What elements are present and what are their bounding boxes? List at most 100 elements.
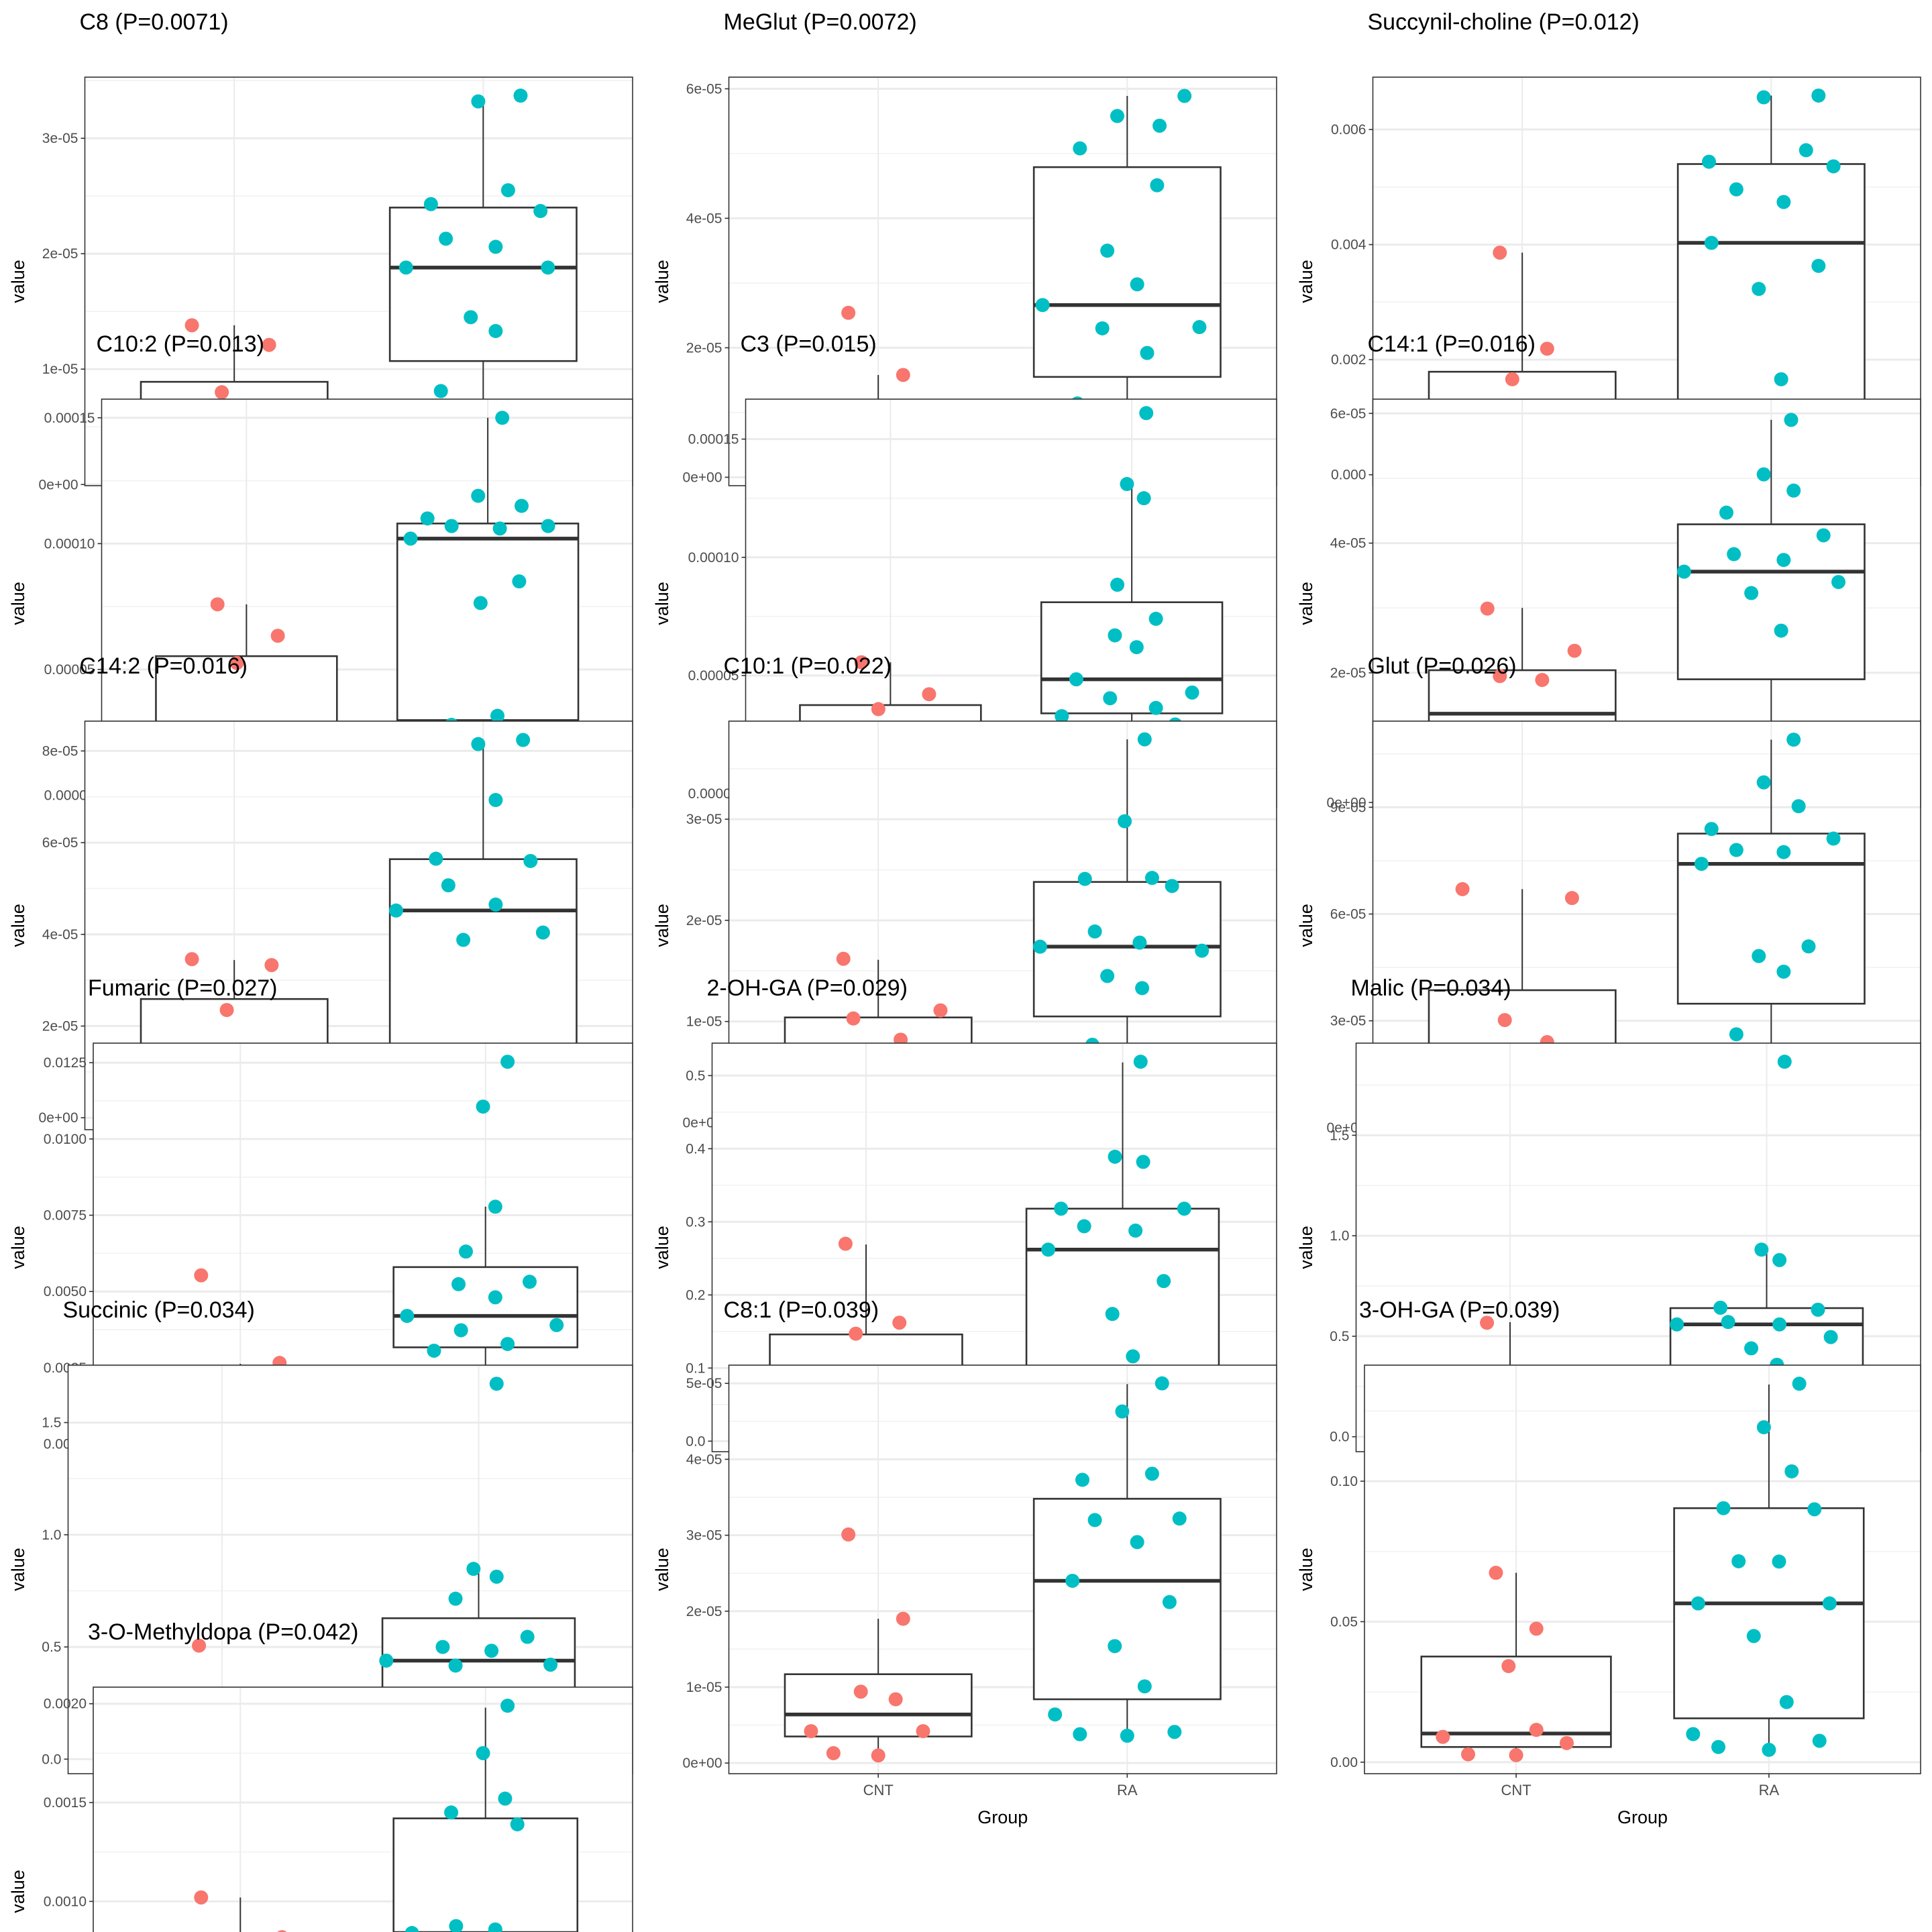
y-tick-label: 0.00000 — [44, 788, 95, 804]
y-tick-label: 8e-05 — [42, 743, 78, 759]
data-point-ra — [1152, 118, 1167, 133]
y-tick-label: 0.00010 — [688, 550, 739, 566]
y-axis-title: value — [1296, 1548, 1316, 1591]
data-point-ra — [429, 851, 443, 866]
box-ra — [1025, 1062, 1220, 1427]
data-point-ra — [1776, 964, 1791, 979]
iqr-box — [1032, 166, 1222, 378]
box-ra — [396, 417, 580, 772]
data-point-ra — [1727, 547, 1741, 561]
data-point-ra — [543, 1657, 558, 1672]
data-point-cnt — [264, 958, 279, 973]
data-point-ra — [520, 1629, 535, 1644]
y-tick-label: 0.004 — [1331, 237, 1366, 253]
data-point-ra — [1791, 799, 1806, 814]
data-point-ra — [476, 1746, 490, 1760]
data-point-ra — [489, 1569, 504, 1584]
data-point-ra — [458, 1244, 473, 1259]
data-point-ra — [1073, 1727, 1087, 1741]
iqr-box — [396, 523, 580, 721]
y-axis-title: value — [1296, 1226, 1316, 1269]
y-tick-label: 0.0 — [686, 1434, 705, 1449]
data-point-cnt — [1505, 372, 1519, 386]
data-point-cnt — [888, 1692, 903, 1707]
data-point-ra — [489, 1377, 504, 1391]
data-point-ra — [1103, 691, 1118, 706]
boxplot-panel: Succinic (P=0.034)0.00.51.01.5CNTRAGroup… — [0, 1288, 644, 1827]
data-point-cnt — [804, 1724, 818, 1739]
y-tick-label: 0e+00 — [683, 470, 722, 485]
x-axis-title: Group — [977, 1807, 1028, 1827]
data-point-cnt — [277, 1930, 287, 1932]
data-point-ra — [1075, 1472, 1090, 1487]
y-tick-label: 4e-05 — [686, 211, 722, 226]
panel-title: MeGlut (P=0.0072) — [724, 9, 917, 35]
y-axis-title: value — [1296, 904, 1316, 947]
data-point-ra — [476, 1099, 490, 1114]
data-point-ra — [1118, 814, 1132, 828]
data-point-cnt — [1480, 1316, 1495, 1330]
box-ra — [392, 1707, 579, 1932]
panel-title: C3 (P=0.015) — [741, 331, 877, 357]
y-axis-title: value — [1296, 260, 1316, 303]
x-axis-title: Group — [1617, 1807, 1668, 1827]
y-axis-title: value — [8, 1226, 28, 1269]
data-point-ra — [516, 733, 531, 747]
data-point-cnt — [854, 655, 869, 669]
data-point-cnt — [1509, 1748, 1523, 1762]
y-tick-label: 0.4 — [686, 1141, 706, 1157]
y-axis-title: value — [8, 260, 28, 303]
data-point-ra — [1704, 235, 1719, 250]
data-point-ra — [490, 708, 505, 723]
boxplot-panel: C3 (P=0.015) 0.00000 0.00005 0.00010 0.00015… — [644, 322, 1288, 861]
data-point-ra — [1048, 1707, 1063, 1722]
chart-svg: C10:1 (P=0.022)0e+001e-052e-053e-05CNTRA… — [652, 653, 1277, 1183]
data-point-ra — [1719, 505, 1734, 520]
data-point-cnt — [194, 1890, 209, 1904]
data-point-cnt — [826, 1746, 841, 1760]
data-point-cnt — [210, 597, 225, 612]
data-point-ra — [1035, 298, 1050, 313]
chart-svg: C8 (P=0.0071)0e+001e-052e-053e-05CNTRAGr… — [8, 9, 633, 539]
y-axis-title: value — [8, 582, 28, 625]
data-point-ra — [1823, 1330, 1838, 1344]
data-point-ra — [488, 1290, 502, 1305]
data-point-ra — [1744, 586, 1759, 600]
data-point-ra — [1702, 154, 1717, 169]
y-tick-label: 0.0 — [42, 1752, 61, 1767]
boxplot-panel: C14:1 (P=0.016)0e+002e-054e-056e-05CNTRA… — [1288, 322, 1932, 861]
data-point-ra — [1831, 575, 1846, 590]
data-point-ra — [498, 1791, 513, 1806]
y-tick-label: 4e-05 — [686, 1452, 722, 1467]
data-point-ra — [1032, 939, 1047, 954]
data-point-ra — [1776, 195, 1791, 209]
data-point-cnt — [1460, 1747, 1475, 1762]
data-point-cnt — [1529, 1723, 1544, 1737]
data-point-ra — [495, 411, 510, 425]
data-point-ra — [1822, 1596, 1837, 1611]
y-tick-label: 4e-05 — [42, 927, 78, 943]
data-point-ra — [1144, 871, 1159, 885]
panel-border — [1364, 1364, 1921, 1774]
y-tick-label: 0.2 — [686, 1287, 705, 1303]
data-point-ra — [549, 1318, 564, 1332]
data-point-cnt — [1559, 1735, 1574, 1750]
data-point-ra — [444, 1805, 459, 1820]
data-point-cnt — [1455, 881, 1470, 896]
data-point-ra — [1130, 1535, 1144, 1550]
data-point-ra — [1713, 1300, 1728, 1315]
chart-svg: Malic (P=0.034)0.00.51.01.5CNTRAGroupval… — [1296, 975, 1921, 1505]
data-point-cnt — [871, 1748, 885, 1763]
data-point-ra — [1172, 1511, 1187, 1526]
box-ra — [1676, 419, 1866, 773]
data-point-ra — [405, 1926, 419, 1932]
data-point-ra — [471, 94, 486, 109]
data-point-ra — [1108, 1149, 1122, 1164]
data-point-ra — [541, 260, 555, 275]
y-axis-title: value — [652, 260, 672, 303]
data-point-ra — [523, 853, 538, 868]
data-point-ra — [1139, 406, 1154, 421]
data-point-cnt — [841, 305, 856, 320]
iqr-box — [1673, 1507, 1865, 1719]
